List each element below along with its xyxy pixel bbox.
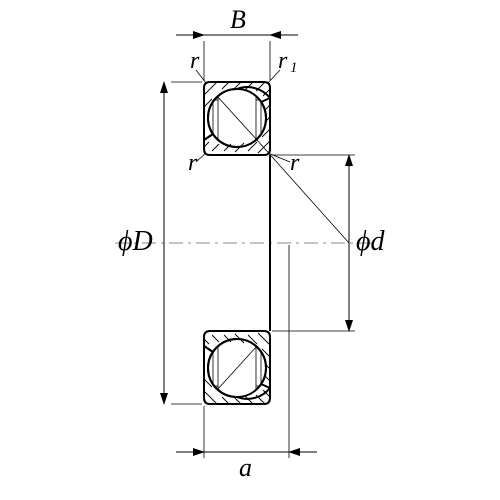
- label-phiD: ϕD: [118, 226, 153, 257]
- label-a: a: [239, 453, 252, 482]
- label-phid: ϕd: [356, 226, 385, 257]
- label-r-ml: r: [188, 150, 198, 176]
- label-r-mr: r: [290, 150, 300, 176]
- bearing-diagram: B a ϕD ϕd r r 1 r r: [0, 0, 500, 500]
- svg-text:1: 1: [290, 60, 298, 76]
- label-r-tl: r: [190, 48, 200, 74]
- label-r1-tr: r 1: [278, 48, 298, 76]
- label-B: B: [230, 5, 246, 34]
- cross-section-bottom: [204, 331, 270, 404]
- dim-a: a: [176, 245, 317, 482]
